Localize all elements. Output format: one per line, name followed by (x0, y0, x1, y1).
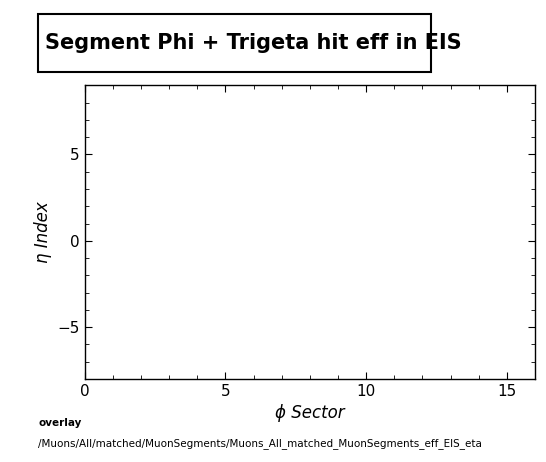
Text: overlay: overlay (38, 418, 81, 428)
Y-axis label: η Index: η Index (34, 201, 52, 263)
Text: Segment Phi + Trigeta hit eff in EIS: Segment Phi + Trigeta hit eff in EIS (45, 33, 461, 53)
X-axis label: ϕ Sector: ϕ Sector (275, 404, 345, 422)
Text: /Muons/All/matched/MuonSegments/Muons_All_matched_MuonSegments_eff_EIS_eta: /Muons/All/matched/MuonSegments/Muons_Al… (38, 438, 482, 449)
